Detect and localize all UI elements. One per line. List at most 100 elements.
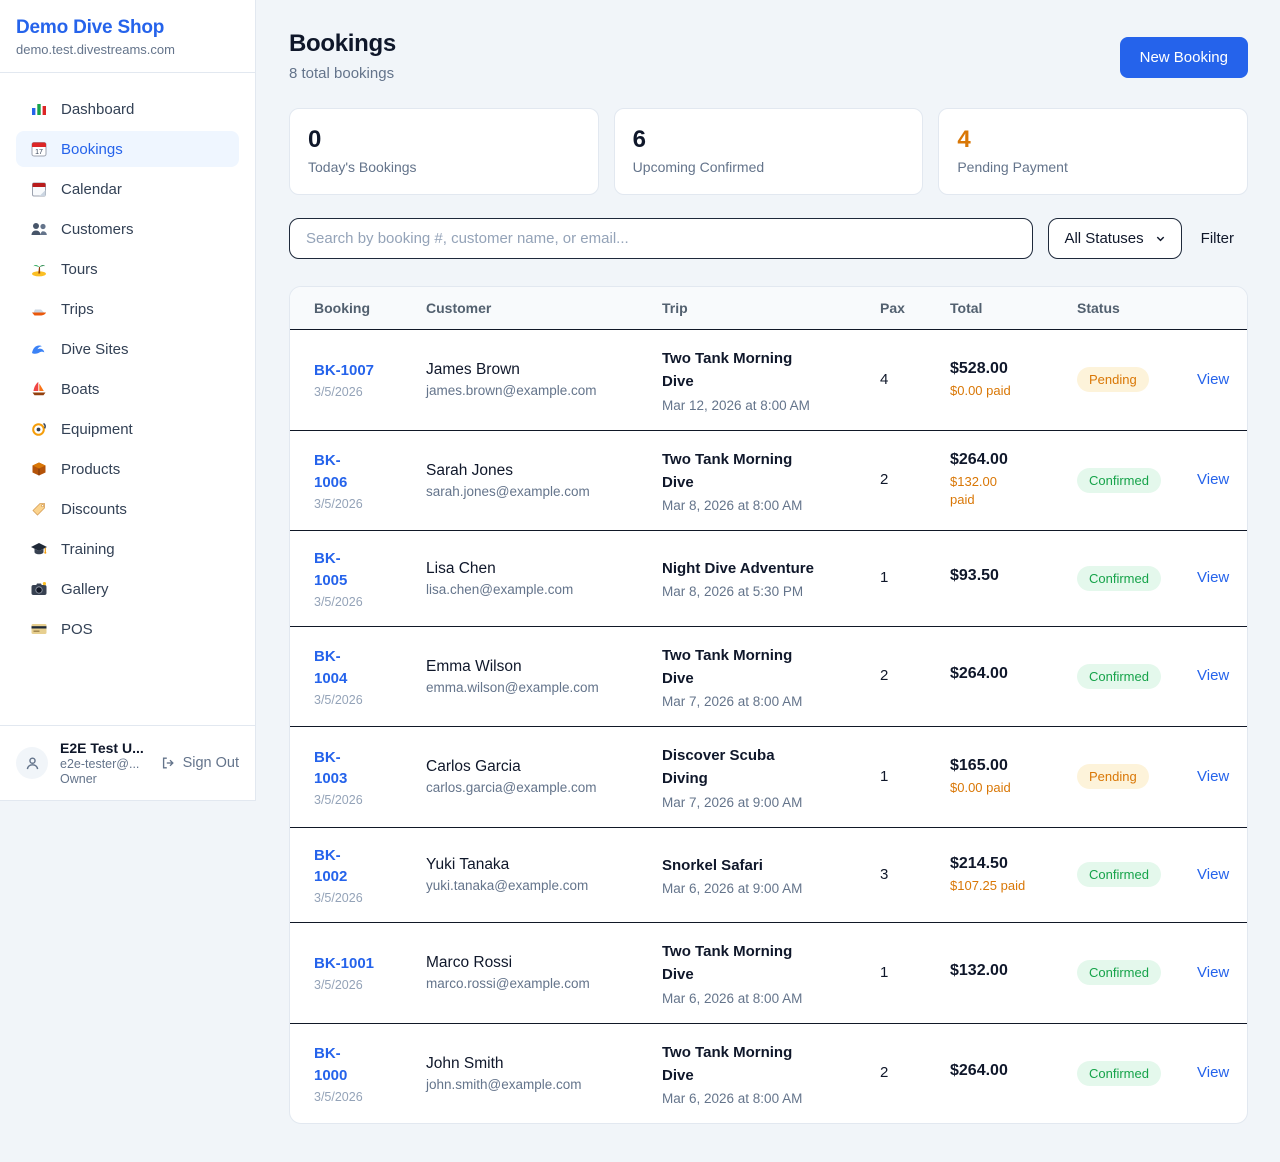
booking-date: 3/5/2026: [314, 891, 363, 905]
total-amount: $93.50: [950, 567, 999, 585]
total-amount: $528.00: [950, 359, 1008, 377]
stat-card-todays-bookings: 0 Today's Bookings: [289, 108, 599, 195]
col-header-status: Status: [1077, 287, 1197, 330]
sidebar-item-discounts[interactable]: Discounts: [16, 491, 239, 527]
sidebar-item-pos[interactable]: POS: [16, 611, 239, 647]
sidebar-item-label: Trips: [61, 300, 94, 318]
sign-out-button[interactable]: Sign Out: [160, 755, 239, 771]
sidebar-item-trips[interactable]: Trips: [16, 291, 239, 327]
customer-email: carlos.garcia@example.com: [426, 780, 597, 796]
view-link[interactable]: View: [1197, 667, 1230, 685]
trip-datetime: Mar 12, 2026 at 8:00 AM: [662, 397, 810, 413]
booking-date: 3/5/2026: [314, 978, 363, 993]
trip-datetime: Mar 7, 2026 at 9:00 AM: [662, 794, 803, 810]
sidebar-item-products[interactable]: Products: [16, 451, 239, 487]
booking-id-link[interactable]: BK-1001: [314, 955, 375, 973]
trip-datetime: Mar 8, 2026 at 8:00 AM: [662, 498, 803, 513]
customer-email: marco.rossi@example.com: [426, 976, 590, 992]
pax-count: 1: [880, 963, 889, 981]
view-link[interactable]: View: [1197, 471, 1230, 489]
stat-value: 4: [957, 126, 971, 153]
trip-name: Snorkel Safari: [662, 856, 763, 874]
trip-datetime: Mar 8, 2026 at 5:30 PM: [662, 584, 804, 600]
booking-date: 3/5/2026: [314, 385, 363, 400]
paid-amount: $0.00 paid: [950, 779, 1011, 795]
total-amount: $214.50: [950, 854, 1008, 872]
brand[interactable]: Demo Dive Shop demo.test.divestreams.com: [0, 0, 255, 73]
table-row: BK- 1003 3/5/2026 Carlos Garcia carlos.g…: [290, 726, 1247, 828]
customer-name: John Smith: [426, 1054, 504, 1072]
status-badge: Confirmed: [1077, 960, 1161, 986]
status-badge: Confirmed: [1077, 1060, 1161, 1086]
sidebar-item-tours[interactable]: Tours: [16, 251, 239, 287]
trip-name: Night Dive Adventure: [662, 560, 814, 578]
col-header-booking: Booking: [290, 287, 426, 330]
avatar: [16, 747, 48, 779]
total-amount: $264.00: [950, 451, 1008, 469]
booking-id-link[interactable]: BK- 1005: [314, 550, 348, 589]
total-amount: $165.00: [950, 756, 1008, 774]
booking-id-link[interactable]: BK- 1000: [314, 1045, 348, 1084]
tag-icon: [30, 500, 48, 518]
trip-name: Two Tank Morning Dive: [662, 350, 793, 391]
sidebar: Demo Dive Shop demo.test.divestreams.com…: [0, 0, 256, 801]
search-input[interactable]: [289, 218, 1034, 259]
booking-id-link[interactable]: BK- 1003: [314, 748, 348, 788]
pax-count: 2: [880, 1064, 889, 1082]
col-header-customer: Customer: [426, 287, 662, 330]
sidebar-item-dive-sites[interactable]: Dive Sites: [16, 331, 239, 367]
status-filter-select[interactable]: All Statuses: [1048, 218, 1182, 259]
package-icon: [30, 460, 48, 478]
sidebar-item-equipment[interactable]: Equipment: [16, 411, 239, 447]
total-amount: $264.00: [950, 1062, 1008, 1080]
sidebar-item-label: Customers: [61, 220, 134, 238]
sidebar-item-training[interactable]: Training: [16, 531, 239, 567]
trip-name: Two Tank Morning Dive: [662, 450, 793, 491]
col-header-total: Total: [950, 287, 1077, 330]
wave-icon: [30, 340, 48, 358]
sidebar-item-calendar[interactable]: Calendar: [16, 171, 239, 207]
new-booking-button[interactable]: New Booking: [1119, 37, 1248, 78]
stat-value: 0: [308, 126, 322, 153]
user-meta: E2E Test U... e2e-tester@... Owner: [60, 740, 148, 786]
booking-id-link[interactable]: BK- 1004: [314, 648, 348, 687]
filter-button[interactable]: Filter: [1182, 230, 1248, 247]
dive-mask-icon: [30, 420, 48, 438]
camera-icon: [30, 580, 48, 598]
sidebar-item-bookings[interactable]: 17 Bookings: [16, 131, 239, 167]
view-link[interactable]: View: [1197, 1064, 1230, 1082]
booking-id-link[interactable]: BK- 1006: [314, 452, 348, 491]
trip-datetime: Mar 6, 2026 at 9:00 AM: [662, 880, 803, 896]
trip-datetime: Mar 7, 2026 at 8:00 AM: [662, 694, 803, 709]
sidebar-item-label: Bookings: [61, 140, 123, 158]
sidebar-item-customers[interactable]: Customers: [16, 211, 239, 247]
sidebar-item-boats[interactable]: Boats: [16, 371, 239, 407]
svg-text:17: 17: [35, 149, 43, 156]
brand-name[interactable]: Demo Dive Shop: [16, 17, 165, 38]
view-link[interactable]: View: [1197, 370, 1230, 388]
pax-count: 1: [880, 569, 889, 587]
view-link[interactable]: View: [1197, 865, 1230, 883]
sidebar-item-gallery[interactable]: Gallery: [16, 571, 239, 607]
booking-id-link[interactable]: BK-1007: [314, 362, 375, 380]
status-badge: Confirmed: [1077, 663, 1161, 689]
booking-id-link[interactable]: BK- 1002: [314, 846, 348, 886]
view-link[interactable]: View: [1197, 569, 1230, 587]
user-section: E2E Test U... e2e-tester@... Owner Sign …: [0, 725, 255, 800]
view-link[interactable]: View: [1197, 963, 1230, 981]
col-header-pax: Pax: [880, 287, 950, 330]
table-row: BK- 1004 3/5/2026 Emma Wilson emma.wilso…: [290, 626, 1247, 727]
status-badge: Pending: [1077, 764, 1149, 790]
sidebar-item-label: Dashboard: [61, 100, 135, 118]
logout-icon: [162, 757, 174, 769]
sidebar-item-dashboard[interactable]: Dashboard: [16, 91, 239, 127]
booking-date: 3/5/2026: [314, 594, 363, 609]
customer-name: Emma Wilson: [426, 657, 522, 675]
booking-date: 3/5/2026: [314, 496, 363, 511]
trip-name: Two Tank Morning Dive: [662, 1043, 793, 1084]
view-link[interactable]: View: [1197, 767, 1230, 785]
col-header-actions: [1197, 287, 1247, 330]
pax-count: 3: [880, 865, 889, 883]
table-row: BK-1001 3/5/2026 Marco Rossi marco.rossi…: [290, 922, 1247, 1024]
